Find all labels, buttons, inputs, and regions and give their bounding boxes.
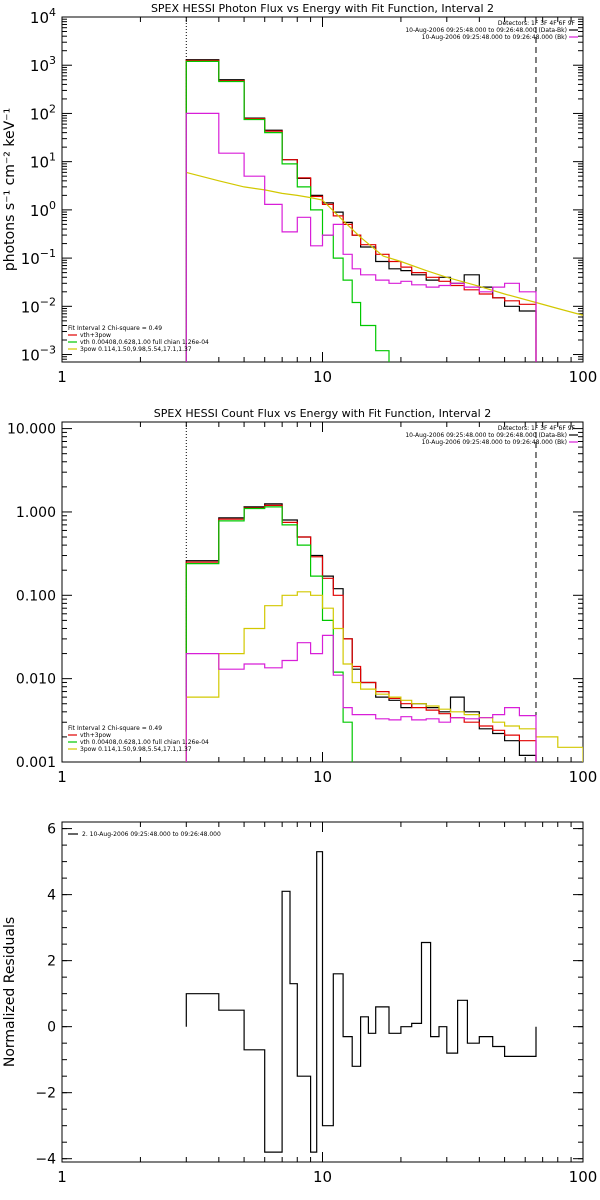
legend-entry-label: 3pow 0.114,1.50,9.98,5.54,17.1,1.37 <box>80 346 192 353</box>
legend-entry-label: vth 0.00408,0.628,1.00 full chian 1.26e-… <box>80 739 209 746</box>
series-line-4 <box>185 112 537 362</box>
y-tick-label: 1.000 <box>16 505 56 521</box>
series-line-2 <box>185 506 353 762</box>
y-tick-label: 100 <box>30 199 56 220</box>
y-tick-label: −4 <box>35 1152 56 1168</box>
y-tick-label: 0 <box>47 1020 56 1036</box>
fit-info-header: Fit Interval 2 Chi-square = 0.49 <box>68 325 162 332</box>
count-flux-panel: SPEX HESSI Count Flux vs Energy with Fit… <box>7 407 597 786</box>
legend-header: Detectors: 1F 3F 4F 6F 9F <box>498 425 576 432</box>
axes-frame <box>61 16 584 363</box>
series-line-1 <box>185 504 537 762</box>
y-tick-label: 0.100 <box>16 588 56 604</box>
y-tick-label: 10−2 <box>21 295 56 316</box>
y-tick-label: 4 <box>47 888 56 904</box>
legend-entry-label: vth+3pow <box>80 332 111 339</box>
legend-entry-label: vth+3pow <box>80 732 111 739</box>
series-line-3 <box>186 171 583 316</box>
series-line-2 <box>185 60 390 362</box>
y-tick-label: 10−3 <box>21 344 56 365</box>
y-tick-label: 0.001 <box>16 755 56 771</box>
y-tick-label: 101 <box>30 151 56 172</box>
y-axis-label: Normalized Residuals <box>2 917 18 1067</box>
y-tick-label: 10.000 <box>7 422 56 438</box>
series-line-0 <box>185 503 537 762</box>
y-tick-label: 6 <box>47 822 56 838</box>
x-tick-label: 1 <box>57 768 67 786</box>
plot-area <box>185 17 583 362</box>
chart-title: SPEX HESSI Photon Flux vs Energy with Fi… <box>151 2 494 15</box>
legend-entry-label: 3pow 0.114,1.50,9.98,5.54,17.1,1.37 <box>80 746 192 753</box>
legend-entry-label: 10-Aug-2006 09:25:48.000 to 09:26:48.000… <box>422 439 567 446</box>
legend-entry-label: vth 0.00408,0.628,1.00 full chian 1.26e-… <box>80 339 209 346</box>
x-tick-label: 100 <box>569 1168 598 1186</box>
y-axis-label: photons s⁻¹ cm⁻² keV⁻¹ <box>2 108 18 271</box>
x-tick-label: 10 <box>313 368 332 386</box>
y-tick-label: −2 <box>35 1086 56 1102</box>
x-tick-label: 10 <box>313 768 332 786</box>
x-tick-label: 1 <box>57 1168 67 1186</box>
y-tick-label: 104 <box>30 6 56 27</box>
plot-area <box>185 851 537 1153</box>
y-tick-label: 10−1 <box>21 247 56 268</box>
y-tick-label: 0.010 <box>16 672 56 688</box>
photon-flux-panel: SPEX HESSI Photon Flux vs Energy with Fi… <box>2 2 597 386</box>
x-tick-label: 10 <box>313 1168 332 1186</box>
legend-entry-label: 10-Aug-2006 09:25:48.000 to 09:26:48.000… <box>422 34 567 41</box>
y-tick-label: 103 <box>30 54 56 75</box>
residuals-panel: 1 10 100 −4 −2 0 2 4 6 Normalized Residuals 2. 10-… <box>2 821 598 1186</box>
series-line-0 <box>185 851 537 1153</box>
legend-header: Detectors: 1F 3F 4F 6F 9F <box>498 20 576 27</box>
y-tick-label: 102 <box>30 102 56 123</box>
x-tick-label: 1 <box>57 368 67 386</box>
plot-area <box>185 422 583 762</box>
chart-title: SPEX HESSI Count Flux vs Energy with Fit… <box>154 407 491 420</box>
series-line-4 <box>185 634 537 762</box>
legend-entry-label: 10-Aug-2006 09:25:48.000 to 09:26:48.000… <box>405 432 567 439</box>
legend-entry-label: 10-Aug-2006 09:25:48.000 to 09:26:48.000… <box>405 27 567 34</box>
series-line-3 <box>185 591 583 762</box>
x-tick-label: 100 <box>569 768 598 786</box>
legend-entry-label: 2. 10-Aug-2006 09:25:48.000 to 09:26:48.… <box>82 831 221 838</box>
x-tick-label: 100 <box>569 368 598 386</box>
y-tick-label: 2 <box>47 954 56 970</box>
fit-info-header: Fit Interval 2 Chi-square = 0.49 <box>68 725 162 732</box>
